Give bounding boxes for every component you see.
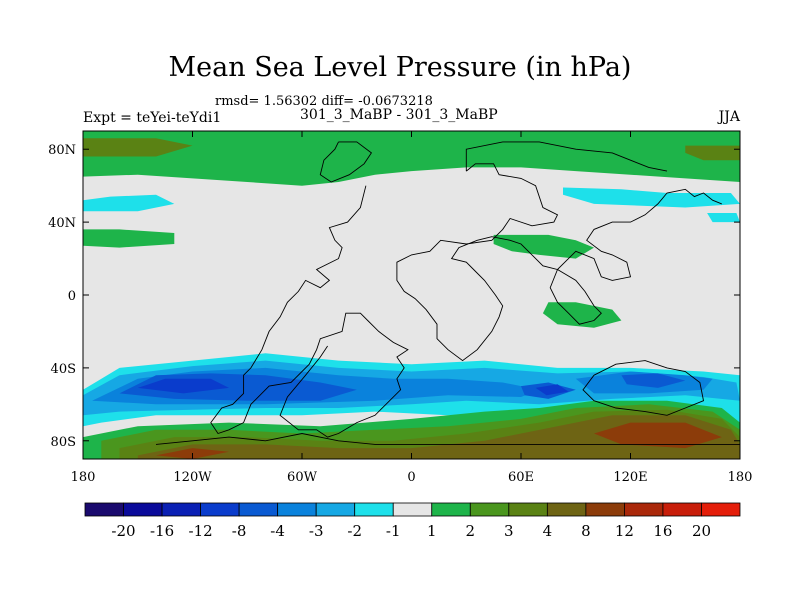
colorbar-label: -20 (111, 522, 135, 540)
coast-mideast (549, 269, 602, 325)
colorbar-swatch (546, 502, 587, 517)
coast-antarctica (155, 433, 740, 445)
stats-label: rmsd= 1.56302 diff= -0.0673218 (215, 94, 433, 109)
colorbar-swatch (508, 502, 548, 517)
colorbar-label: 12 (615, 522, 634, 540)
coast-eurasia-north (465, 141, 668, 172)
colorbar-label: -12 (189, 522, 213, 540)
colorbar-swatch (238, 502, 279, 517)
colorbar-label: -3 (309, 522, 324, 540)
colorbar-label: 3 (504, 522, 514, 540)
colorbar-swatch (84, 502, 124, 517)
colorbar-label: -16 (150, 522, 174, 540)
field-eurasia-2 (493, 234, 594, 259)
y-tick-label: 40N (48, 216, 76, 231)
colorbar-label: 4 (543, 522, 553, 540)
colorbar-label: 2 (466, 522, 476, 540)
x-tick-label: 0 (407, 470, 415, 485)
coast-north-america (210, 185, 409, 438)
y-tick-label: 80N (48, 143, 76, 158)
field-npac-neg1 (83, 194, 175, 212)
colorbar-swatch (277, 502, 317, 517)
colorbar-label: 1 (427, 522, 437, 540)
colorbar-swatch (161, 502, 201, 517)
experiment-label: Expt = teYei-teYdi1 (83, 110, 222, 126)
field-so-neg4c (621, 373, 686, 388)
colorbar-label: 20 (692, 522, 711, 540)
x-tick-label: 120W (173, 470, 212, 485)
coast-australia (582, 360, 705, 416)
chart-title: Mean Sea Level Pressure (in hPa) (168, 52, 632, 83)
colorbar-swatch (200, 502, 240, 517)
colorbar-label: -8 (232, 522, 247, 540)
colorbar-label: -4 (270, 522, 285, 540)
colorbar-label: 8 (581, 522, 591, 540)
y-tick-label: 0 (68, 289, 76, 304)
y-tick-label: 80S (51, 435, 76, 450)
y-tick-label: 40S (51, 362, 76, 377)
colorbar-swatch (662, 502, 702, 517)
x-tick-label: 60W (287, 470, 318, 485)
colorbar: -20 -16 -12 -8 -4 -3 -2 -1 1 2 3 4 8 12 16 20 (84, 502, 741, 540)
colorbar-swatch (431, 502, 471, 517)
field-arctic-4 (83, 138, 193, 157)
colorbar-swatch (354, 502, 394, 517)
field-so-neg8b (535, 384, 569, 396)
anomaly-field (83, 131, 740, 459)
colorbar-swatch (701, 502, 741, 517)
subtitle-label: 301_3_MaBP - 301_3_MaBP (300, 107, 498, 123)
x-tick-label: 120E (613, 470, 647, 485)
field-ant-12 (594, 422, 722, 449)
colorbar-label: 16 (653, 522, 672, 540)
colorbar-label: -1 (386, 522, 401, 540)
colorbar-swatch (469, 502, 510, 517)
colorbar-swatch (315, 502, 356, 517)
colorbar-swatch (585, 502, 625, 517)
x-tick-label: 180 (728, 470, 753, 485)
field-eq-2 (542, 302, 622, 328)
field-e-neg1 (707, 213, 740, 223)
field-ant-8 (137, 415, 740, 459)
colorbar-label: -2 (347, 522, 362, 540)
colorbar-swatch (392, 502, 433, 517)
colorbar-swatch (123, 502, 163, 517)
field-arctic-2 (83, 131, 740, 186)
field-nwest-2 (83, 229, 175, 248)
x-tick-label: 60E (508, 470, 534, 485)
axes: 180 120W 60W 0 60E 120E 180 80N 40N 0 40S 80S (48, 131, 752, 485)
coast-eurasia (396, 163, 722, 362)
field-natl-neg1 (563, 187, 740, 208)
season-label: JJA (718, 109, 740, 125)
coast-greenland (319, 141, 373, 183)
coastline-outline (155, 141, 740, 445)
field-so-neg8 (137, 378, 229, 394)
field-arctic-4e (685, 145, 740, 161)
x-tick-label: 180 (71, 470, 96, 485)
colorbar-swatch (624, 502, 664, 517)
